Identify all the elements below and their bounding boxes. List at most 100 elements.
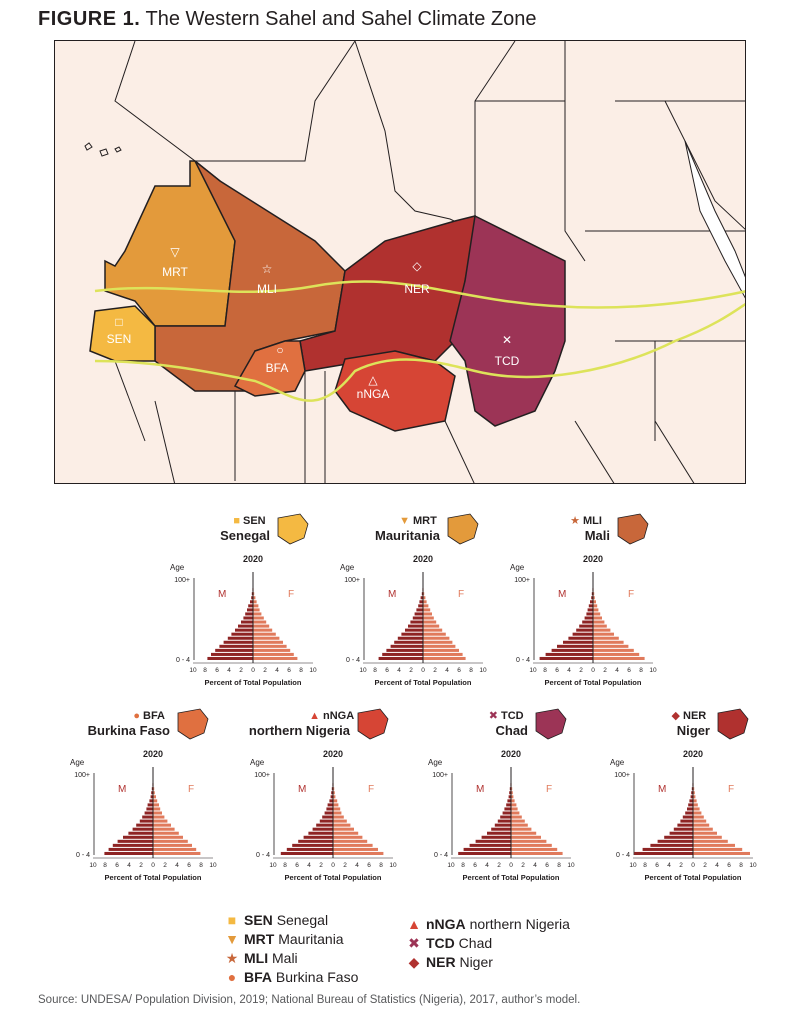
pyramid-year: 2020 bbox=[243, 554, 263, 564]
bar-female bbox=[693, 831, 717, 835]
bar-female bbox=[153, 839, 188, 843]
bar-male bbox=[685, 811, 693, 815]
bar-female bbox=[333, 839, 368, 843]
bar-female bbox=[423, 624, 440, 628]
bar-male bbox=[235, 628, 253, 632]
bar-female bbox=[153, 811, 162, 815]
bar-male bbox=[292, 843, 333, 847]
bar-female bbox=[511, 835, 541, 839]
x-tick-label: 2 bbox=[603, 667, 607, 674]
country-borders bbox=[114, 41, 745, 483]
bar-male bbox=[104, 851, 153, 855]
age-axis-label: Age bbox=[428, 758, 443, 767]
country-name: Mali bbox=[585, 528, 610, 543]
bar-female bbox=[153, 819, 168, 823]
pyramid-year: 2020 bbox=[143, 749, 163, 759]
bar-female bbox=[593, 596, 595, 600]
bar-male bbox=[112, 843, 153, 847]
bar-female bbox=[511, 827, 532, 831]
bar-male bbox=[691, 791, 693, 795]
male-label: M bbox=[118, 784, 126, 795]
x-tick-label: 6 bbox=[385, 667, 389, 674]
legend-item-mrt: ▼ MRT Mauritania bbox=[224, 931, 344, 947]
x-tick-label: 0 bbox=[691, 862, 695, 869]
x-tick-label: 8 bbox=[199, 862, 203, 869]
bar-male bbox=[463, 847, 511, 851]
bar-female bbox=[423, 592, 425, 596]
star-icon: ★ bbox=[225, 950, 239, 966]
bar-male bbox=[504, 807, 511, 811]
bar-female bbox=[693, 827, 713, 831]
bar-male bbox=[280, 851, 333, 855]
bar-male bbox=[390, 644, 423, 648]
bar-male bbox=[563, 640, 593, 644]
bar-female bbox=[693, 819, 707, 823]
bar-male bbox=[551, 648, 593, 652]
bar-female bbox=[693, 799, 697, 803]
country-symbol-icon: ▲ bbox=[309, 710, 320, 722]
bar-female bbox=[511, 787, 513, 791]
bar-male bbox=[247, 608, 253, 612]
female-label: F bbox=[728, 784, 734, 795]
bar-male bbox=[316, 823, 333, 827]
bar-female bbox=[333, 811, 342, 815]
bar-female bbox=[333, 807, 341, 811]
x-tick-label: 10 bbox=[529, 667, 537, 674]
map-region-tcd bbox=[449, 214, 566, 427]
male-label: M bbox=[218, 589, 226, 600]
bar-female bbox=[253, 628, 273, 632]
map-symbol-nnga: △ bbox=[368, 373, 378, 387]
bar-female bbox=[333, 815, 344, 819]
bar-male bbox=[241, 620, 253, 624]
country-name: Mauritania bbox=[375, 528, 441, 543]
bar-male bbox=[251, 596, 253, 600]
legend-code: SEN bbox=[244, 912, 273, 928]
bar-female bbox=[511, 795, 514, 799]
bar-female bbox=[593, 652, 640, 656]
bar-male bbox=[634, 851, 693, 855]
bar-female bbox=[333, 795, 336, 799]
x-axis-label: Percent of Total Population bbox=[545, 678, 642, 687]
bar-male bbox=[509, 787, 511, 791]
bar-male bbox=[687, 807, 693, 811]
age-bottom-label: 0 - 4 bbox=[176, 657, 190, 664]
x-tick-label: 2 bbox=[139, 862, 143, 869]
country-outline-icon bbox=[535, 708, 567, 740]
female-label: F bbox=[458, 589, 464, 600]
bar-female bbox=[511, 791, 513, 795]
legend-item-nnga: ▲ nNGA northern Nigeria bbox=[406, 916, 570, 932]
bar-female bbox=[153, 787, 155, 791]
bar-male bbox=[146, 807, 153, 811]
country-outline-icon bbox=[617, 513, 649, 545]
x-tick-label: 10 bbox=[309, 667, 317, 674]
bar-female bbox=[693, 803, 698, 807]
x-tick-label: 6 bbox=[545, 862, 549, 869]
bar-female bbox=[423, 632, 446, 636]
female-label: F bbox=[188, 784, 194, 795]
x-tick-label: 10 bbox=[89, 862, 97, 869]
male-label: M bbox=[476, 784, 484, 795]
bar-female bbox=[153, 831, 179, 835]
bar-female bbox=[593, 644, 629, 648]
bar-female bbox=[693, 787, 695, 791]
x-tick-label: 4 bbox=[227, 667, 231, 674]
bar-male bbox=[690, 795, 693, 799]
legend-code: NER bbox=[426, 954, 456, 970]
bar-female bbox=[253, 596, 256, 600]
legend-item-tcd: ✖ TCD Chad bbox=[406, 935, 492, 952]
bar-female bbox=[423, 620, 437, 624]
bar-male bbox=[147, 803, 153, 807]
islands bbox=[84, 142, 122, 157]
bar-female bbox=[153, 835, 183, 839]
bar-female bbox=[693, 791, 695, 795]
bar-male bbox=[394, 640, 423, 644]
bar-female bbox=[423, 596, 426, 600]
bar-female bbox=[153, 827, 175, 831]
bar-female bbox=[511, 807, 518, 811]
x-tick-label: 8 bbox=[461, 862, 465, 869]
x-tick-label: 4 bbox=[175, 862, 179, 869]
x-axis-label: Percent of Total Population bbox=[463, 873, 560, 882]
bar-female bbox=[423, 652, 463, 656]
